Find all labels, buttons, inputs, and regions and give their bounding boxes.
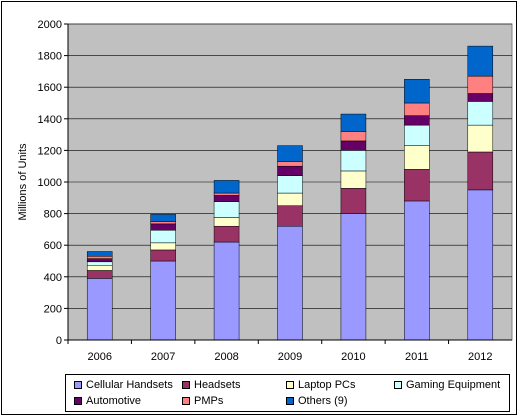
bar-segment-pmps [86,256,113,259]
bar-segment-cellular-handsets [86,278,113,341]
bar-segment-pmps [150,221,176,225]
legend-item: Others (9) [286,395,348,407]
bar-segment-others-9 [150,214,176,222]
bar-segment-headsets [467,151,494,191]
legend-item: Gaming Equipment [394,379,500,391]
legend-swatch [182,381,190,389]
y-tick-label: 200 [44,303,62,315]
legend-swatch [394,381,402,389]
bar-segment-gaming-equipment [340,150,367,172]
bar-segment-gaming-equipment [467,101,494,126]
x-tick-label: 2008 [214,351,238,363]
bar-segment-cellular-handsets [150,260,176,341]
bar-segment-automotive [213,195,240,202]
bar-segment-laptop-pcs [86,265,113,271]
bar-segment-others-9 [86,251,113,257]
bar-segment-laptop-pcs [467,124,494,153]
y-tick-label: 800 [44,209,62,221]
legend-swatch [286,397,294,405]
bar-segment-laptop-pcs [404,145,430,170]
bar-segment-headsets [277,205,303,227]
y-tick-label: 600 [44,240,62,252]
bar-segment-gaming-equipment [213,201,240,218]
bar-segment-automotive [404,115,430,126]
legend-label: Automotive [86,395,142,407]
legend-item: Laptop PCs [286,379,355,391]
bar-segment-gaming-equipment [404,124,430,146]
bar-segment-laptop-pcs [277,192,303,206]
legend-swatch [286,381,294,389]
bar-segment-cellular-handsets [277,225,303,341]
bar-segment-laptop-pcs [340,170,367,189]
bar-segment-headsets [86,270,113,279]
x-tick-label: 2012 [468,351,492,363]
x-tick-labels: 2006 2007 2008 2009 2010 2011 2012 [67,340,493,363]
y-tick-label: 1400 [38,114,62,126]
axes [67,24,512,341]
bar-segment-automotive [340,140,367,151]
legend-swatch [74,397,82,405]
x-tick-label: 2010 [341,351,365,363]
bars [86,45,494,341]
x-tick-label: 2009 [278,351,302,363]
bar-segment-headsets [150,249,176,262]
bar-segment-headsets [340,188,367,214]
legend-label: Others (9) [298,395,348,407]
legend-label: PMPs [194,395,224,407]
y-tick-label: 1000 [38,177,62,189]
bar-segment-pmps [340,131,367,142]
bar-segment-laptop-pcs [213,217,240,227]
legend: Cellular Handsets Headsets Laptop PCs Gamin… [65,374,510,412]
bar-segment-cellular-handsets [340,213,367,341]
bar-segment-pmps [404,102,430,116]
bar-segment-cellular-handsets [467,189,494,341]
bar-segment-automotive [467,93,494,102]
bar-segment-others-9 [340,113,367,132]
legend-label: Headsets [194,379,241,391]
y-tick-label: 1600 [38,82,62,94]
y-tick-labels: 0 200 400 600 800 1000 1200 1400 1600 1800 2000 [38,19,62,347]
legend-item: Headsets [182,379,240,391]
bar-segment-cellular-handsets [404,200,430,341]
bar-segment-others-9 [404,79,430,104]
bar-segment-automotive [277,165,303,176]
legend-label: Laptop PCs [298,379,356,391]
y-tick-label: 2000 [38,19,62,31]
x-tick-label: 2007 [151,351,175,363]
bar-segment-automotive [150,223,176,231]
bar-segment-cellular-handsets [213,241,240,341]
bar-segment-others-9 [277,145,303,162]
x-tick-label: 2006 [87,351,111,363]
y-tick-label: 400 [44,272,62,284]
legend-item: PMPs [182,395,223,407]
y-tick-label: 1800 [38,51,62,63]
bar-segment-pmps [467,75,494,94]
legend-label: Gaming Equipment [406,379,501,391]
bar-segment-gaming-equipment [277,175,303,194]
bar-segment-pmps [213,192,240,196]
bar-segment-gaming-equipment [150,229,176,244]
bar-segment-headsets [404,169,430,202]
legend-label: Cellular Handsets [86,379,173,391]
legend-item: Automotive [74,395,141,407]
bar-segment-others-9 [213,180,240,194]
bar-segment-laptop-pcs [150,242,176,251]
bar-segment-gaming-equipment [86,261,113,266]
bar-segment-headsets [213,225,240,243]
bar-segment-automotive [86,258,113,263]
legend-swatch [74,381,82,389]
x-tick-label: 2011 [405,351,429,363]
bar-segment-others-9 [467,45,494,77]
y-tick-label: 1200 [38,145,62,157]
legend-item: Cellular Handsets [74,379,173,391]
y-tick-label: 0 [56,335,62,347]
y-axis-title: Millions of Units [17,143,29,221]
legend-swatch [182,397,190,405]
bar-segment-pmps [277,161,303,167]
